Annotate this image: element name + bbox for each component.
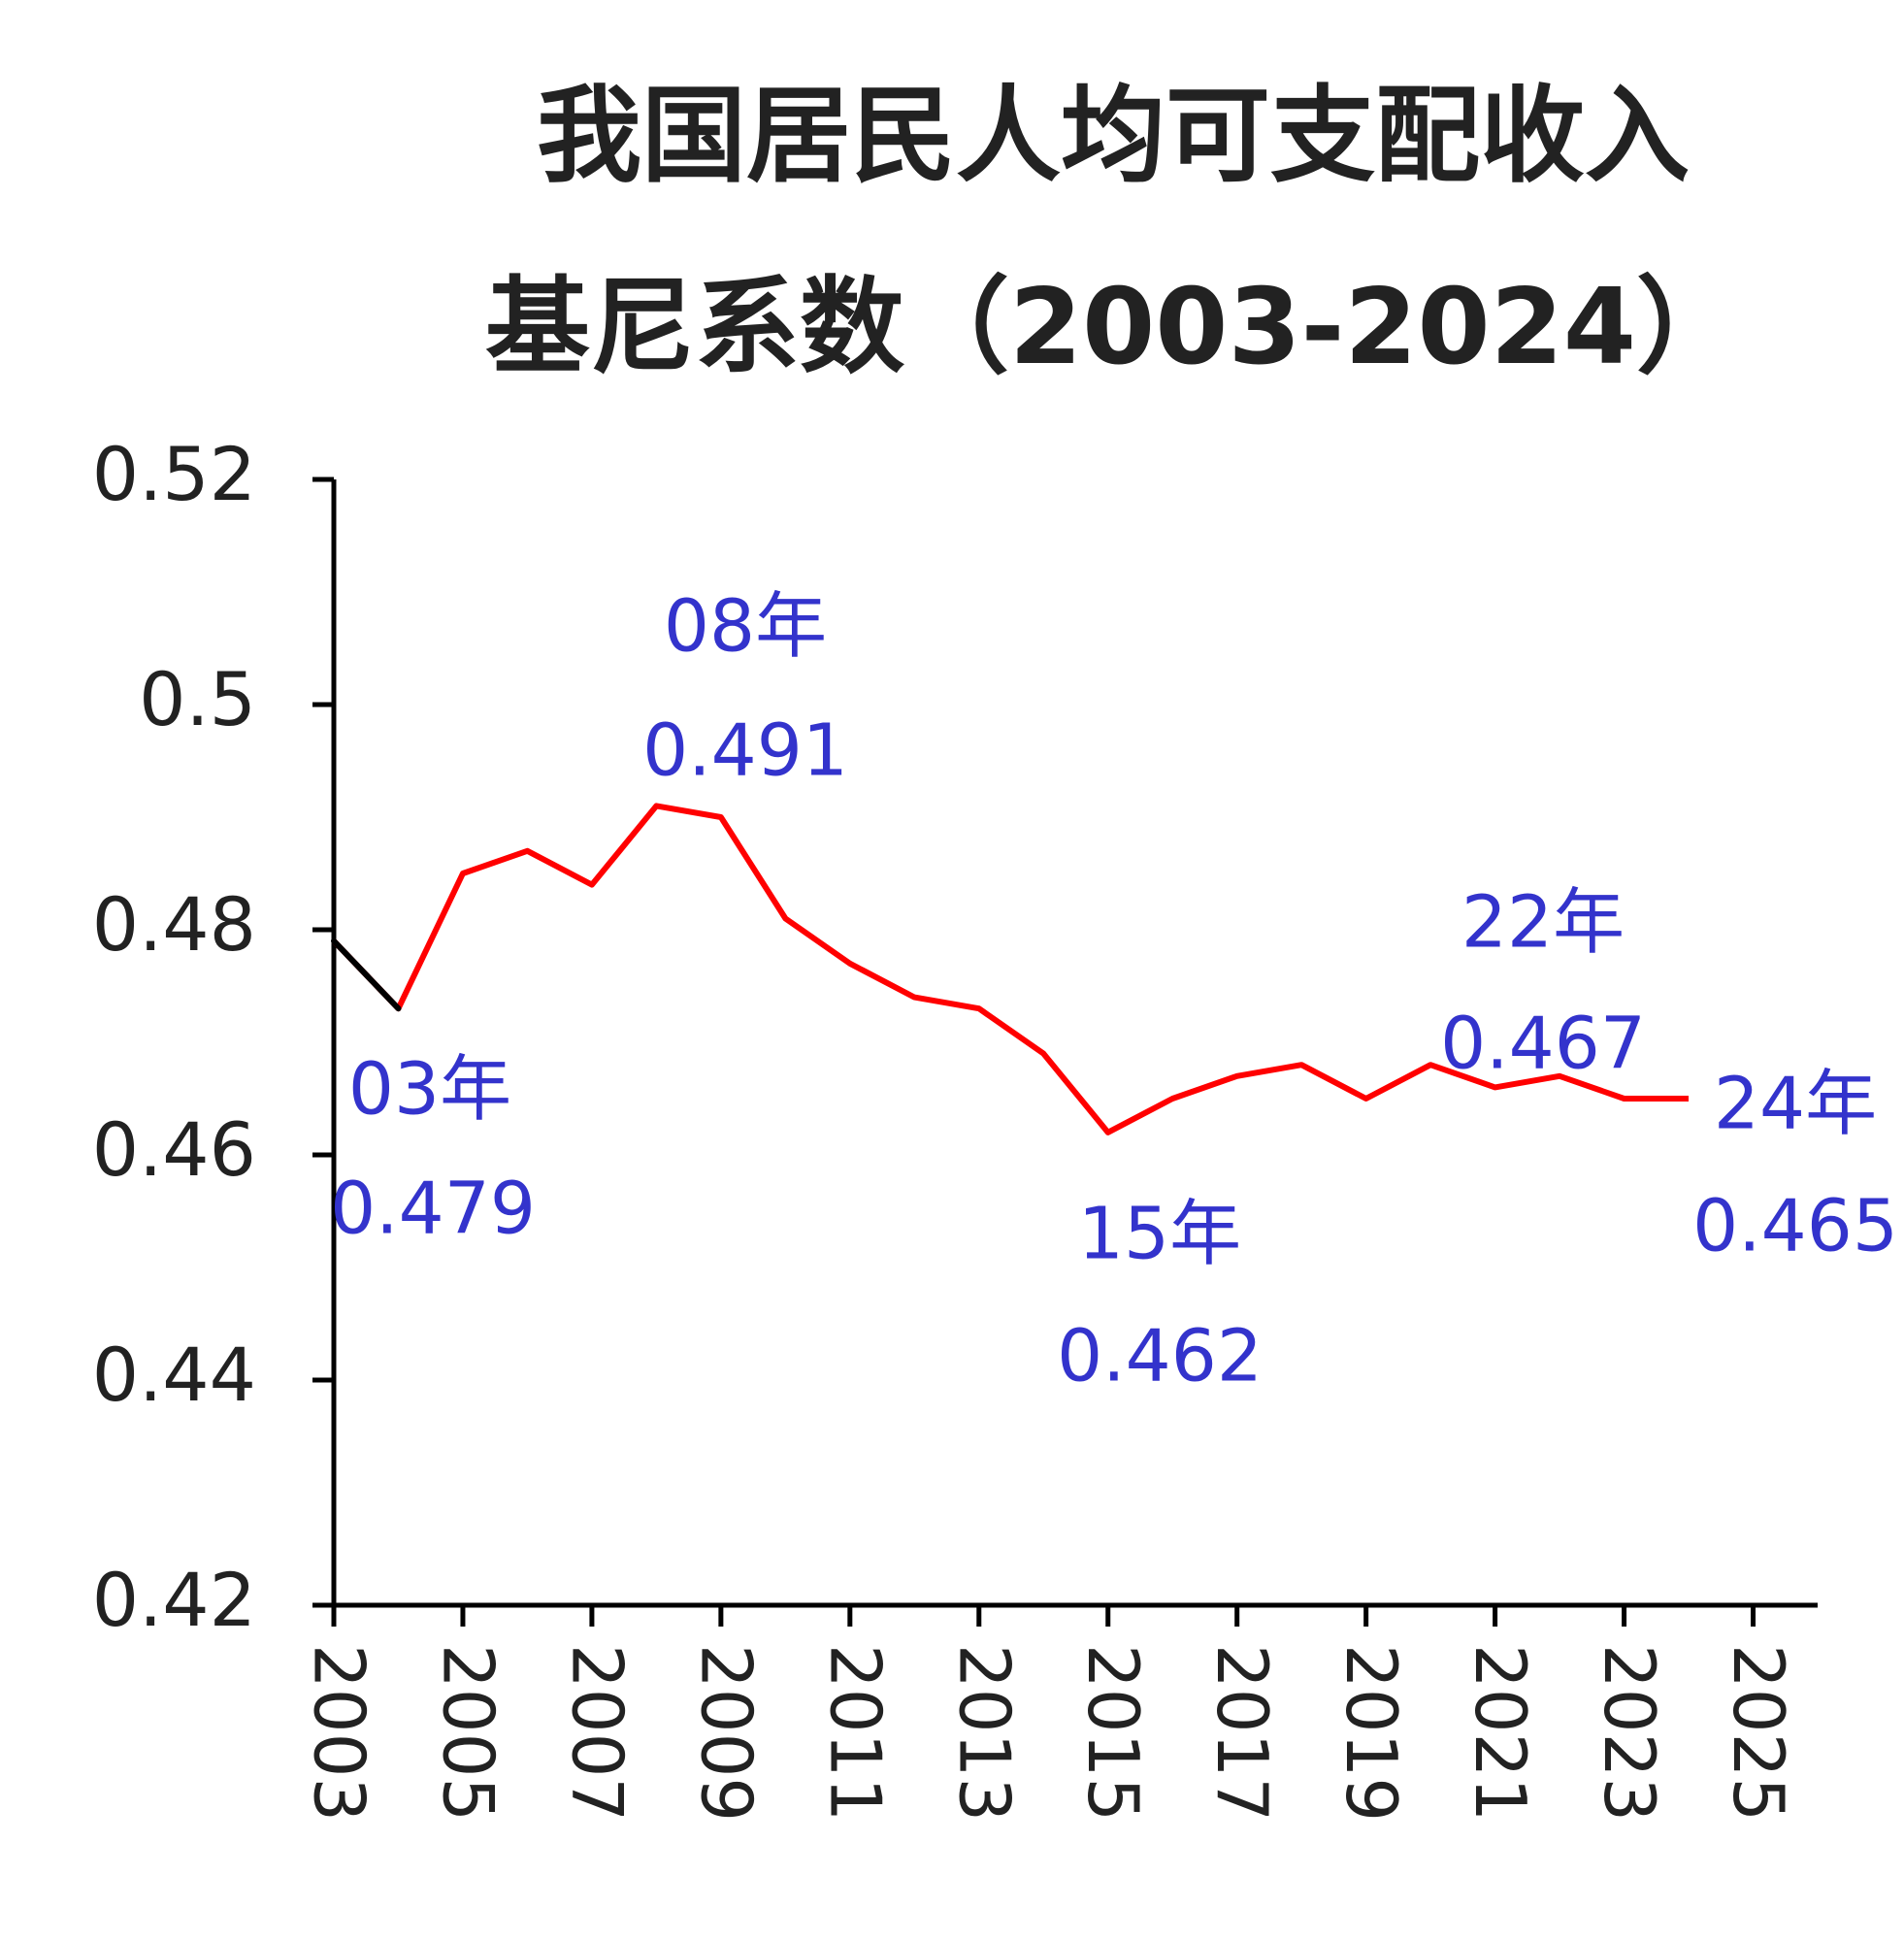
annotation-year: 15年 bbox=[1078, 1193, 1241, 1276]
y-tick-label: 0.5 bbox=[139, 656, 256, 742]
annotation-year: 08年 bbox=[664, 585, 827, 669]
y-tick-label: 0.48 bbox=[92, 881, 256, 968]
annotation-year: 22年 bbox=[1461, 881, 1625, 965]
annotation-value: 0.467 bbox=[1440, 1003, 1646, 1086]
annotation-value: 0.479 bbox=[330, 1168, 536, 1251]
x-tick-label: 2013 bbox=[943, 1644, 1025, 1822]
annotation-value: 0.465 bbox=[1692, 1185, 1898, 1268]
first-segment bbox=[331, 938, 402, 1012]
y-tick-label: 0.46 bbox=[92, 1106, 256, 1193]
x-tick-label: 2011 bbox=[814, 1644, 896, 1822]
x-tick-label: 2023 bbox=[1589, 1644, 1670, 1822]
x-tick-label: 2019 bbox=[1330, 1644, 1412, 1822]
x-tick-label: 2017 bbox=[1201, 1644, 1283, 1822]
annotation-value: 0.491 bbox=[642, 709, 848, 793]
annotation-year: 24年 bbox=[1714, 1063, 1877, 1146]
x-tick-label: 2003 bbox=[298, 1644, 379, 1822]
chart-title: 基尼系数（2003-2024） bbox=[485, 267, 1741, 388]
y-tick-label: 0.44 bbox=[92, 1332, 256, 1418]
x-tick-label: 2007 bbox=[556, 1644, 638, 1822]
x-tick-label: 2025 bbox=[1718, 1644, 1799, 1822]
x-tick-label: 2009 bbox=[685, 1644, 767, 1822]
y-tick-label: 0.52 bbox=[92, 431, 256, 517]
annotation-value: 0.462 bbox=[1057, 1315, 1263, 1398]
x-tick-label: 2021 bbox=[1460, 1644, 1541, 1822]
x-tick-label: 2005 bbox=[427, 1644, 509, 1822]
x-tick-label: 2015 bbox=[1072, 1644, 1154, 1822]
annotation-year: 03年 bbox=[348, 1048, 511, 1132]
line-series bbox=[331, 803, 1690, 1135]
y-tick-label: 0.42 bbox=[92, 1557, 256, 1643]
chart-title: 我国居民人均可支配收入 bbox=[537, 76, 1690, 197]
